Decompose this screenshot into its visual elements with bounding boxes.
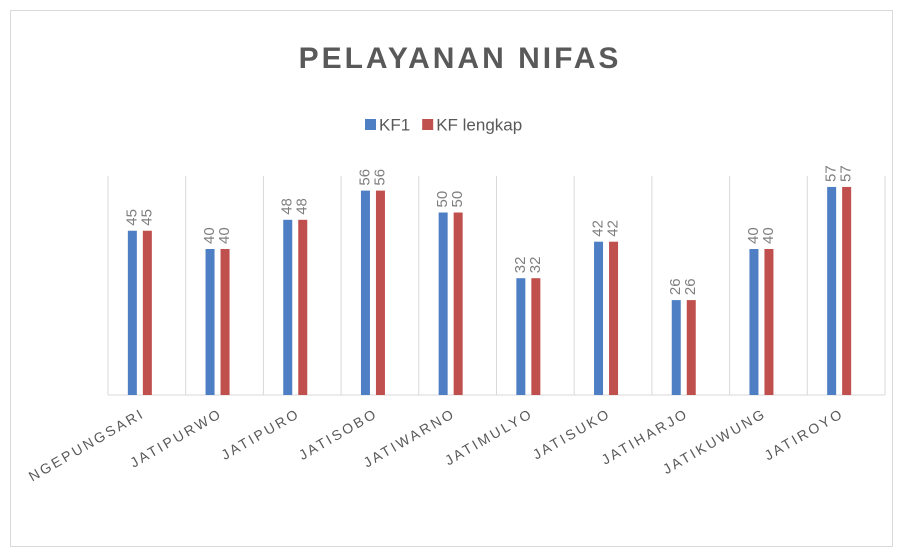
bar xyxy=(142,230,152,395)
value-label: 56 xyxy=(371,169,388,186)
value-label: 26 xyxy=(667,278,684,295)
bar xyxy=(453,212,463,395)
value-label: 45 xyxy=(138,209,155,226)
bar xyxy=(438,212,448,395)
bar xyxy=(594,241,604,395)
bar xyxy=(220,249,230,395)
value-label: 40 xyxy=(201,227,218,244)
value-label: 32 xyxy=(512,257,529,274)
legend-swatch xyxy=(365,119,376,130)
value-label: 56 xyxy=(356,169,373,186)
legend-label: KF1 xyxy=(379,115,410,134)
value-label: 48 xyxy=(279,198,296,215)
value-label: 48 xyxy=(294,198,311,215)
bar xyxy=(127,230,137,395)
bar xyxy=(205,249,215,395)
bar xyxy=(686,300,696,395)
chart-border xyxy=(10,10,893,547)
chart-title: PELAYANAN NIFAS xyxy=(299,42,622,75)
value-label: 57 xyxy=(823,165,840,182)
value-label: 42 xyxy=(590,220,607,237)
value-label: 50 xyxy=(449,191,466,208)
bar xyxy=(827,186,837,395)
value-label: 40 xyxy=(745,227,762,244)
bar xyxy=(842,186,852,395)
value-label: 45 xyxy=(123,209,140,226)
bar xyxy=(531,278,541,395)
value-label: 40 xyxy=(760,227,777,244)
bar xyxy=(298,219,308,395)
bar xyxy=(671,300,681,395)
bar xyxy=(360,190,370,395)
value-label: 50 xyxy=(434,191,451,208)
bar xyxy=(764,249,774,395)
value-label: 42 xyxy=(605,220,622,237)
bar xyxy=(375,190,385,395)
legend-label: KF lengkap xyxy=(436,115,522,134)
bar xyxy=(609,241,619,395)
bar xyxy=(516,278,526,395)
bar xyxy=(283,219,293,395)
value-label: 26 xyxy=(682,278,699,295)
value-label: 40 xyxy=(216,227,233,244)
legend-swatch xyxy=(422,119,434,130)
value-label: 32 xyxy=(527,257,544,274)
bar xyxy=(749,249,759,395)
value-label: 57 xyxy=(838,165,855,182)
